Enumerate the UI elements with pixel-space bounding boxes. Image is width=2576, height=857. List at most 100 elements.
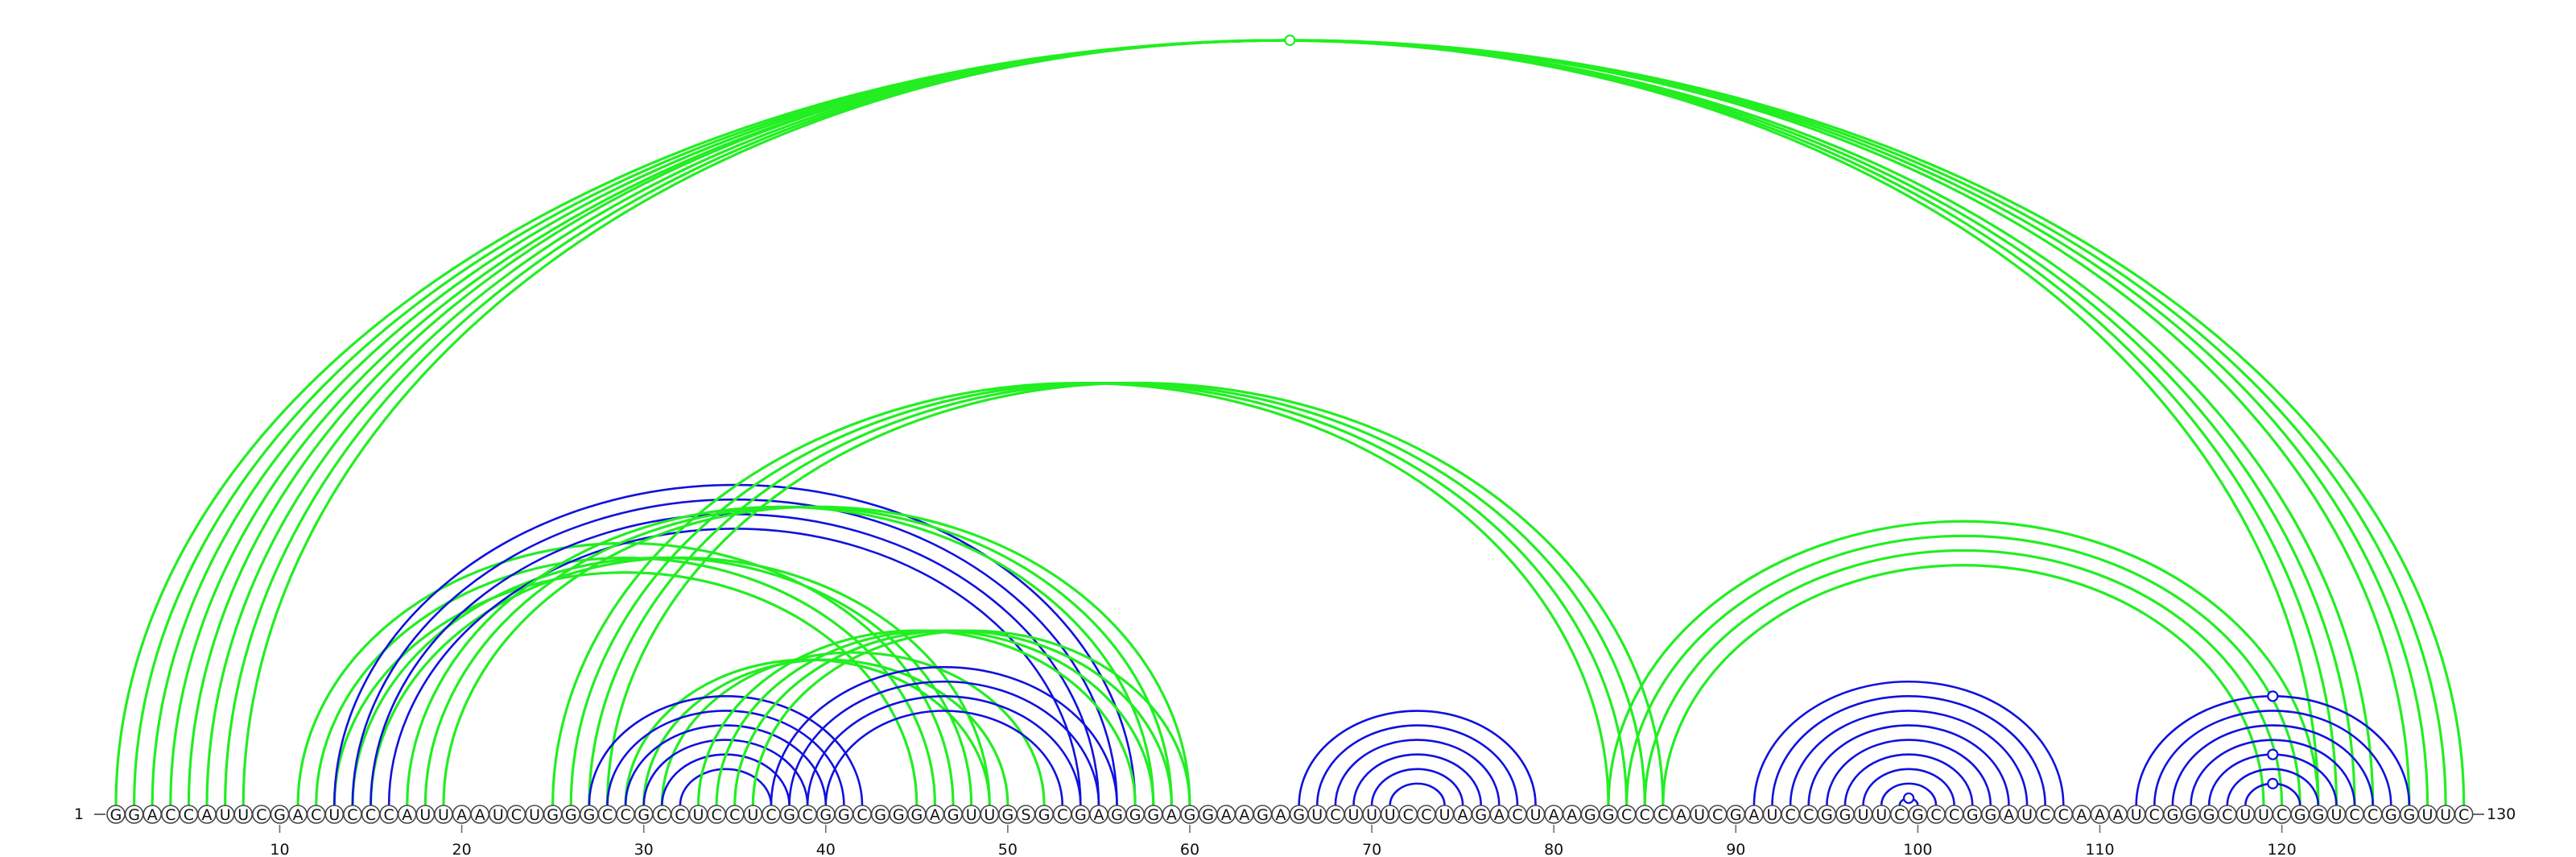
pair-arc-69-76: [1352, 753, 1483, 806]
pair-arc-1-130: [114, 39, 2466, 806]
nucleotide-letter: G: [1839, 806, 1852, 824]
nucleotide-letter: U: [1311, 806, 1323, 824]
nucleotide-4: C: [161, 805, 180, 824]
nucleotide-letter: U: [2258, 806, 2269, 824]
nucleotide-93: C: [1781, 805, 1800, 824]
pair-arc-30-39: [642, 739, 809, 806]
nucleotide-29: C: [616, 805, 635, 824]
pair-arc-39-54: [806, 695, 1082, 806]
nucleotide-letter: G: [2167, 806, 2179, 824]
nucleotide-letter: C: [365, 806, 376, 824]
nucleotide-letter: G: [1821, 806, 1833, 824]
nucleotide-letter: C: [803, 806, 813, 824]
tick-label-10: 10: [270, 841, 289, 857]
nucleotide-87: A: [1671, 805, 1691, 824]
nucleotide-letter: G: [583, 806, 595, 824]
nucleotide-letter: C: [1712, 806, 1723, 824]
nucleotide-111: A: [2108, 805, 2128, 824]
nucleotide-40: G: [815, 805, 836, 824]
nucleotide-letter: U: [2131, 806, 2142, 824]
nucleotide-92: U: [1762, 805, 1782, 824]
pair-arc-40-53: [824, 710, 1064, 806]
nucleotide-108: C: [2054, 805, 2074, 824]
nucleotide-113: C: [2145, 805, 2165, 824]
pair-arc-114-125: [2171, 724, 2374, 806]
nucleotide-letter: G: [2385, 806, 2397, 824]
nucleotide-letter: U: [2440, 806, 2451, 824]
nucleotide-letter: C: [1421, 806, 1431, 824]
nucleotide-letter: C: [384, 806, 394, 824]
nucleotide-54: G: [1071, 805, 1091, 824]
nucleotide-96: G: [1835, 805, 1855, 824]
nucleotide-letter: A: [2113, 806, 2124, 824]
nucleotide-letter: A: [2004, 806, 2014, 824]
tick-label-110: 110: [2085, 841, 2114, 857]
tick-label-90: 90: [1726, 841, 1745, 857]
nucleotide-72: C: [1398, 805, 1418, 824]
nucleotide-107: C: [2035, 805, 2055, 824]
nucleotide-109: A: [2072, 805, 2091, 824]
nucleotide-73: C: [1417, 805, 1436, 824]
nucleotide-64: G: [1253, 805, 1273, 824]
nucleotide-30: G: [634, 805, 654, 824]
nucleotide-21: A: [470, 805, 490, 824]
pair-arc-91-108: [1752, 681, 2065, 806]
nucleotide-82: G: [1580, 805, 1600, 824]
nucleotide-32: C: [671, 805, 690, 824]
pair-arc-5-125: [187, 39, 2375, 806]
nucleotide-letter: A: [456, 806, 467, 824]
nucleotide-56: G: [1107, 805, 1127, 824]
pair-arc-3-128: [152, 40, 2427, 805]
nucleotide-20: A: [452, 805, 472, 824]
nucleotide-letter: A: [1458, 806, 1468, 824]
nucleotide-letter: U: [220, 806, 231, 824]
nucleotide-7: U: [215, 805, 235, 824]
nucleotide-letter: C: [1403, 806, 1414, 824]
nucleotide-78: C: [1508, 805, 1527, 824]
nucleotide-130: C: [2454, 805, 2474, 824]
nucleotide-5: C: [179, 805, 199, 824]
nucleotide-23: C: [506, 805, 526, 824]
nucleotide-28: C: [597, 805, 617, 824]
nucleotide-119: U: [2254, 805, 2273, 824]
pair-arc-4-127: [171, 40, 2409, 805]
nucleotide-120: C: [2272, 805, 2292, 824]
nucleotide-letter: G: [819, 806, 832, 824]
pair-arc-19-60: [442, 505, 1191, 806]
nucleotide-letter: U: [693, 806, 704, 824]
nucleotide-68: C: [1326, 805, 1345, 824]
nucleotide-letter: C: [620, 806, 630, 824]
pair-arc-85-120: [1643, 549, 2284, 806]
pair-marker-2-129: [1284, 34, 1296, 47]
nucleotide-letter: G: [110, 806, 122, 824]
nucleotide-57: G: [1125, 805, 1145, 824]
nucleotide-letter: G: [1475, 806, 1487, 824]
nucleotide-letter: G: [1075, 806, 1087, 824]
nucleotide-letter: A: [147, 806, 158, 824]
nucleotide-25: G: [543, 805, 563, 824]
nucleotide-letter: G: [274, 806, 286, 824]
start-index-label: 1: [74, 805, 84, 823]
nucleotide-letter: C: [711, 806, 721, 824]
pair-arc-37-56: [770, 665, 1118, 806]
nucleotide-12: C: [306, 805, 326, 824]
nucleotide-letter: C: [165, 806, 175, 824]
pair-arc-13-57: [333, 483, 1137, 806]
tick-label-60: 60: [1180, 841, 1199, 857]
nucleotide-circle: [2454, 805, 2474, 824]
nucleotide-31: C: [652, 805, 672, 824]
nucleotide-letter: A: [1239, 806, 1249, 824]
nucleotide-letter: U: [966, 806, 977, 824]
nucleotide-letter: C: [2277, 806, 2287, 824]
nucleotide-10: G: [270, 805, 290, 824]
nucleotide-44: G: [889, 805, 909, 824]
nucleotide-letter: G: [1147, 806, 1159, 824]
nucleotide-35: C: [724, 805, 745, 824]
nucleotide-6: A: [197, 805, 217, 824]
pair-arc-95-104: [1826, 739, 1992, 806]
nucleotide-63: A: [1235, 805, 1254, 824]
pair-arc-7-123: [224, 39, 2339, 806]
nucleotide-letter: U: [1694, 806, 1705, 824]
nucleotide-letter: G: [1730, 806, 1742, 824]
nucleotide-86: C: [1653, 805, 1673, 824]
